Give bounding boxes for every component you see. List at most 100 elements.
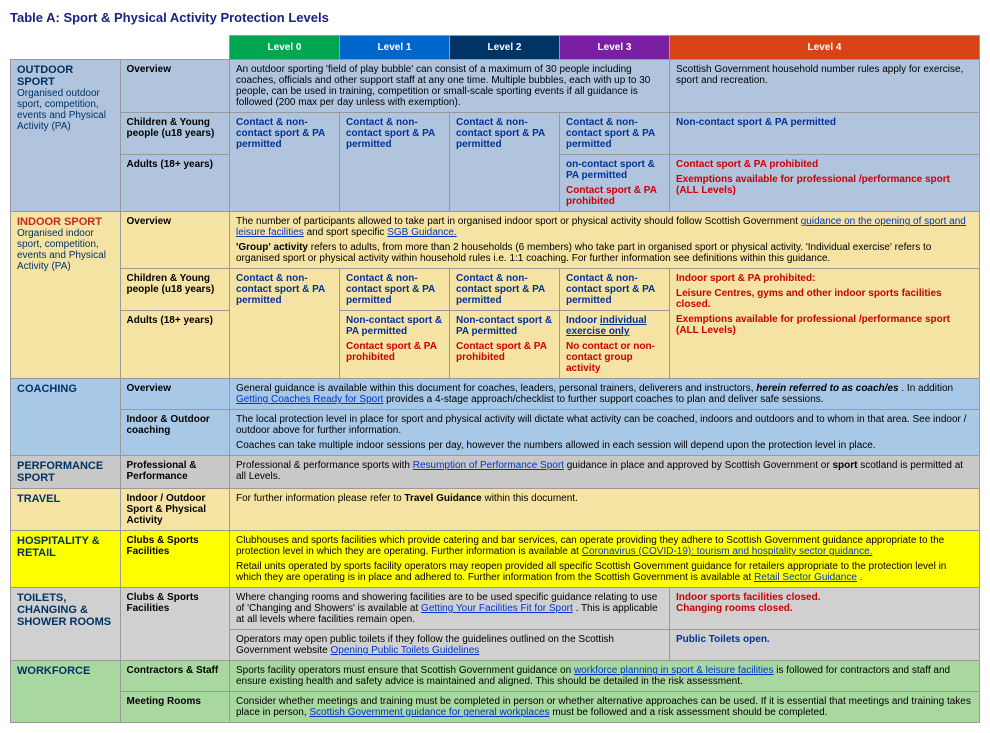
indoor-l4c: Exemptions available for professional /p…: [676, 314, 973, 336]
hosp-p2-link[interactable]: Retail Sector Guidance: [754, 572, 857, 583]
indoor-adults-l3b: No contact or non-contact group activity: [566, 341, 663, 374]
coaching-category-cell: COACHING: [11, 379, 121, 456]
indoor-l4-cell: Indoor sport & PA prohibited: Leisure Ce…: [670, 269, 980, 379]
corner-cell: [11, 36, 230, 60]
work-r2-label: Meeting Rooms: [120, 692, 230, 723]
indoor-ov1b: and sport specific: [307, 227, 388, 238]
coaching-ov-link[interactable]: Getting Coaches Ready for Sport: [236, 394, 383, 405]
work-category-cell: WORKFORCE: [11, 661, 121, 723]
indoor-adults-l1a: Non-contact sport & PA permitted: [346, 315, 443, 337]
hosp-category-title: HOSPITALITY & RETAIL: [17, 535, 114, 559]
outdoor-category-sub: Organised outdoor sport, competition, ev…: [17, 88, 114, 132]
outdoor-category-title: OUTDOOR SPORT: [17, 64, 114, 88]
travel-txt-bold: Travel Guidance: [404, 493, 481, 504]
travel-txt-a: For further information please refer to: [236, 493, 404, 504]
outdoor-adults-l3b: Contact sport & PA prohibited: [566, 185, 663, 207]
indoor-l0-cell: Contact & non-contact sport & PA permitt…: [230, 269, 340, 379]
protection-levels-table: Level 0 Level 1 Level 2 Level 3 Level 4 …: [10, 35, 980, 723]
work-r1-label: Contractors & Staff: [120, 661, 230, 692]
table-title: Table A: Sport & Physical Activity Prote…: [10, 10, 980, 25]
indoor-l4b: Leisure Centres, gyms and other indoor s…: [676, 288, 973, 310]
outdoor-adults-l3-cell: on-contact sport & PA permitted Contact …: [560, 155, 670, 212]
toilet-p1: Where changing rooms and showering facil…: [230, 588, 670, 630]
toilet-p2-link[interactable]: Opening Public Toilets Guidelines: [331, 645, 480, 656]
indoor-overview-label: Overview: [120, 212, 230, 269]
perf-txt-a: Professional & performance sports with: [236, 460, 413, 471]
outdoor-children-l3-cell: Contact & non-contact sport & PA permitt…: [560, 113, 670, 155]
toilet-category-title: TOILETS, CHANGING & SHOWER ROOMS: [17, 592, 114, 628]
indoor-ov2-prefix: 'Group' activity: [236, 242, 308, 253]
outdoor-children-row: Children & Young people (u18 years) Cont…: [11, 113, 980, 155]
outdoor-adults-l4b: Exemptions available for professional /p…: [676, 174, 973, 196]
work-row2: Meeting Rooms Consider whether meetings …: [11, 692, 980, 723]
indoor-overview-row: INDOOR SPORT Organised indoor sport, com…: [11, 212, 980, 269]
toilet-category-cell: TOILETS, CHANGING & SHOWER ROOMS: [11, 588, 121, 661]
indoor-children-l2: Contact & non-contact sport & PA permitt…: [450, 269, 560, 311]
outdoor-category-cell: OUTDOOR SPORT Organised outdoor sport, c…: [11, 60, 121, 212]
coaching-io-label: Indoor & Outdoor coaching: [120, 410, 230, 456]
travel-txt-b: within this document.: [484, 493, 577, 504]
level-header-row: Level 0 Level 1 Level 2 Level 3 Level 4: [11, 36, 980, 60]
outdoor-children-label: Children & Young people (u18 years): [120, 113, 230, 155]
indoor-adults-label: Adults (18+ years): [120, 311, 230, 379]
work-p1-link[interactable]: workforce planning in sport & leisure fa…: [574, 665, 774, 676]
outdoor-l1-cell: Contact & non-contact sport & PA permitt…: [340, 113, 450, 212]
indoor-adults-l2a: Non-contact sport & PA permitted: [456, 315, 553, 337]
outdoor-l2-cell: Contact & non-contact sport & PA permitt…: [450, 113, 560, 212]
toilet-row1: TOILETS, CHANGING & SHOWER ROOMS Clubs &…: [11, 588, 980, 630]
outdoor-adults-l4a: Contact sport & PA prohibited: [676, 159, 973, 170]
perf-label: Professional & Performance: [120, 456, 230, 489]
perf-row: PERFORMANCE SPORT Professional & Perform…: [11, 456, 980, 489]
hosp-p1-link[interactable]: Coronavirus (COVID-19): tourism and hosp…: [582, 546, 873, 557]
indoor-children-row: Children & Young people (u18 years) Cont…: [11, 269, 980, 311]
outdoor-overview-label: Overview: [120, 60, 230, 113]
indoor-adults-l2b: Contact sport & PA prohibited: [456, 341, 553, 363]
coaching-io2: Coaches can take multiple indoor session…: [236, 440, 973, 451]
indoor-ov1a: The number of participants allowed to ta…: [236, 216, 801, 227]
perf-link[interactable]: Resumption of Performance Sport: [413, 460, 564, 471]
indoor-adults-l3: Indoor individual exercise only No conta…: [560, 311, 670, 379]
indoor-adults-l3a: Indoor individual exercise only: [566, 315, 663, 337]
indoor-ov1-link2[interactable]: SGB Guidance.: [387, 227, 456, 238]
toilet-l4-closed: Indoor sports facilities closed. Changin…: [670, 588, 980, 630]
perf-txt-bold: sport: [832, 460, 857, 471]
coaching-io1: The local protection level in place for …: [236, 414, 973, 436]
level-2-header: Level 2: [450, 36, 560, 60]
indoor-children-label: Children & Young people (u18 years): [120, 269, 230, 311]
work-p1: Sports facility operators must ensure th…: [230, 661, 980, 692]
indoor-adults-l1: Non-contact sport & PA permitted Contact…: [340, 311, 450, 379]
indoor-adults-l2: Non-contact sport & PA permitted Contact…: [450, 311, 560, 379]
coaching-ov-a: General guidance is available within thi…: [236, 383, 756, 394]
coaching-overview-label: Overview: [120, 379, 230, 410]
indoor-overview-text: The number of participants allowed to ta…: [230, 212, 980, 269]
indoor-ov2: refers to adults, from more than 2 house…: [236, 242, 931, 264]
work-p2-link[interactable]: Scottish Government guidance for general…: [309, 707, 549, 718]
perf-category-cell: PERFORMANCE SPORT: [11, 456, 121, 489]
indoor-children-l1: Contact & non-contact sport & PA permitt…: [340, 269, 450, 311]
outdoor-overview-l4: Scottish Government household number rul…: [670, 60, 980, 113]
work-row1: WORKFORCE Contractors & Staff Sports fac…: [11, 661, 980, 692]
level-4-header: Level 4: [670, 36, 980, 60]
toilet-p1-link[interactable]: Getting Your Facilities Fit for Sport: [421, 603, 573, 614]
travel-category-cell: TRAVEL: [11, 489, 121, 531]
coaching-ov-b: . In addition: [901, 383, 953, 394]
coaching-io-text: The local protection level in place for …: [230, 410, 980, 456]
outdoor-adults-label: Adults (18+ years): [120, 155, 230, 212]
level-3-header: Level 3: [560, 36, 670, 60]
work-category-title: WORKFORCE: [17, 665, 114, 677]
indoor-children-l3: Contact & non-contact sport & PA permitt…: [560, 269, 670, 311]
hosp-text: Clubhouses and sports facilities which p…: [230, 531, 980, 588]
indoor-l4a: Indoor sport & PA prohibited:: [676, 273, 973, 284]
toilet-l4-open: Public Toilets open.: [670, 630, 980, 661]
coaching-category-title: COACHING: [17, 383, 114, 395]
level-0-header: Level 0: [230, 36, 340, 60]
hosp-category-cell: HOSPITALITY & RETAIL: [11, 531, 121, 588]
coaching-io-row: Indoor & Outdoor coaching The local prot…: [11, 410, 980, 456]
indoor-category-title: INDOOR SPORT: [17, 216, 114, 228]
travel-row: TRAVEL Indoor / Outdoor Sport & Physical…: [11, 489, 980, 531]
outdoor-adults-l3a: on-contact sport & PA permitted: [566, 159, 663, 181]
toilet-p2: Operators may open public toilets if the…: [230, 630, 670, 661]
coaching-ov-c: provides a 4-stage approach/checklist to…: [386, 394, 823, 405]
perf-text: Professional & performance sports with R…: [230, 456, 980, 489]
travel-label: Indoor / Outdoor Sport & Physical Activi…: [120, 489, 230, 531]
